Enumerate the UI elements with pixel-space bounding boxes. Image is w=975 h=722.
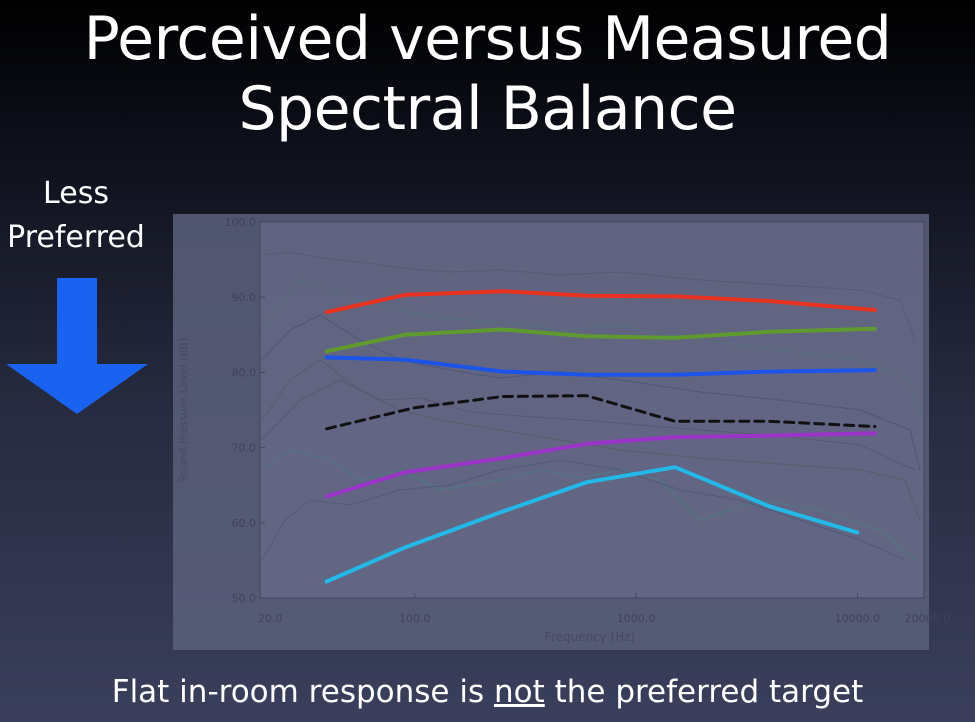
series-line-2 xyxy=(324,326,877,354)
y-axis-label: Sound Pressure Level (dB) xyxy=(177,338,190,482)
y-tick-label: 60.0 xyxy=(232,517,257,530)
down-arrow-icon xyxy=(6,278,148,414)
side-label-line-1: Less xyxy=(43,176,109,211)
x-tick-label: 100.0 xyxy=(399,612,431,625)
x-tick-label: 1000.0 xyxy=(617,612,656,625)
title-line-1: Perceived versus Measured xyxy=(83,4,892,74)
side-label-line-2: Preferred xyxy=(7,220,145,255)
plot-area xyxy=(259,221,925,599)
y-axis-ticks: 50.0 60.0 70.0 80.0 90.0 100.0 xyxy=(225,216,265,605)
series-line-3 xyxy=(324,355,877,377)
footer-text-after: the preferred target xyxy=(544,674,864,710)
x-tick-label: 10000.0 xyxy=(835,612,881,625)
y-tick-label: 90.0 xyxy=(232,291,257,304)
x-axis-ticks: 20.0 100.0 1000.0 10000.0 20000.0 xyxy=(258,593,950,625)
less-preferred-label: Less Preferred xyxy=(0,172,152,260)
series-line-4 xyxy=(325,394,877,431)
footer-text-underlined: not xyxy=(493,674,545,710)
series-line-6 xyxy=(324,465,860,584)
y-tick-label: 100.0 xyxy=(225,216,257,229)
series-line-5 xyxy=(324,431,877,499)
y-tick-label: 70.0 xyxy=(232,442,257,455)
slide-title: Perceived versus Measured Spectral Balan… xyxy=(0,4,975,144)
x-axis-label: Frequency (Hz) xyxy=(545,630,636,644)
series-layer xyxy=(324,289,877,584)
footer-text-before: Flat in-room response is xyxy=(111,674,494,710)
x-tick-label: 20.0 xyxy=(258,612,283,625)
y-tick-label: 50.0 xyxy=(232,592,257,605)
y-tick-label: 80.0 xyxy=(232,366,257,379)
x-tick-label: 20000.0 xyxy=(905,612,951,625)
footer-caption: Flat in-room response is not the preferr… xyxy=(0,672,975,712)
title-line-2: Spectral Balance xyxy=(238,74,737,144)
series-line-1 xyxy=(324,289,877,315)
